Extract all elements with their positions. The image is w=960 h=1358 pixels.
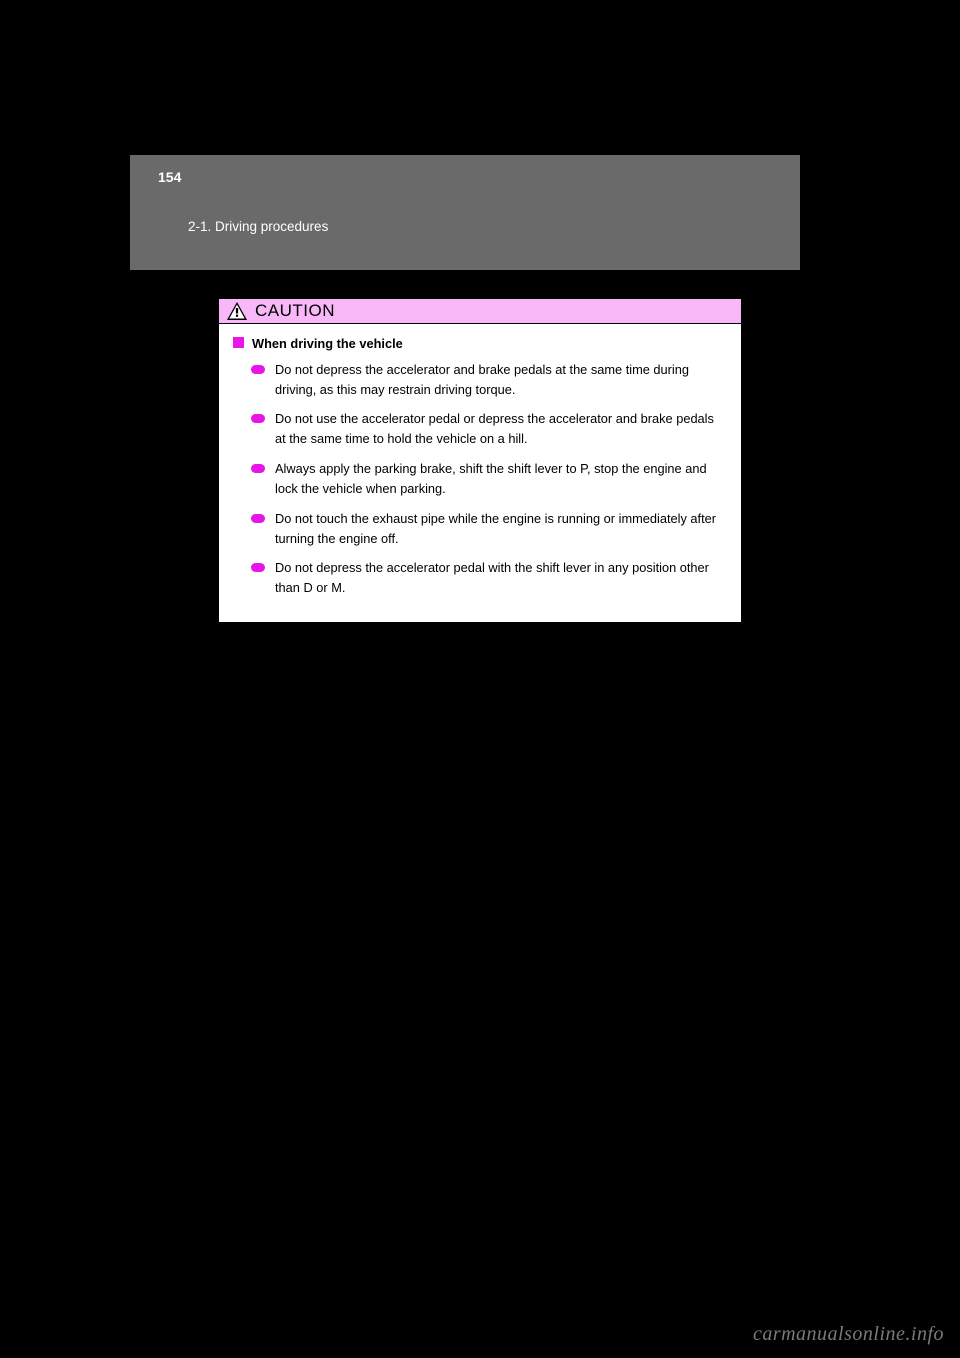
manual-page: 154 2-1. Driving procedures CAUTION <box>130 155 800 637</box>
list-item: Do not touch the exhaust pipe while the … <box>251 509 727 549</box>
caution-label: CAUTION <box>255 301 335 321</box>
list-item: Do not use the accelerator pedal or depr… <box>251 409 727 449</box>
pill-bullet-icon <box>251 514 265 523</box>
pill-bullet-icon <box>251 414 265 423</box>
pill-bullet-icon <box>251 365 265 374</box>
caution-body: When driving the vehicle Do not depress … <box>219 324 741 622</box>
caution-bullet-list: Do not depress the accelerator and brake… <box>233 360 727 598</box>
list-item: Do not depress the accelerator pedal wit… <box>251 558 727 598</box>
pill-bullet-icon <box>251 464 265 473</box>
pill-bullet-icon <box>251 563 265 572</box>
list-item: Do not depress the accelerator and brake… <box>251 360 727 400</box>
bullet-text: Do not use the accelerator pedal or depr… <box>275 409 727 449</box>
page-number: 154 <box>158 169 181 185</box>
caution-topic: When driving the vehicle <box>233 334 727 354</box>
bullet-text: Do not depress the accelerator and brake… <box>275 360 727 400</box>
caution-header: CAUTION <box>219 299 741 324</box>
bullet-text: Do not depress the accelerator pedal wit… <box>275 558 727 598</box>
list-item: Always apply the parking brake, shift th… <box>251 459 727 499</box>
warning-icon <box>227 302 247 320</box>
page-content: CAUTION When driving the vehicle Do not … <box>130 270 800 623</box>
caution-topic-title: When driving the vehicle <box>252 334 403 354</box>
section-title: 2-1. Driving procedures <box>188 219 328 234</box>
square-bullet-icon <box>233 337 244 348</box>
watermark-text: carmanualsonline.info <box>753 1323 944 1346</box>
bullet-text: Always apply the parking brake, shift th… <box>275 459 727 499</box>
page-header: 154 2-1. Driving procedures <box>130 155 800 270</box>
caution-box: CAUTION When driving the vehicle Do not … <box>218 298 742 623</box>
bullet-text: Do not touch the exhaust pipe while the … <box>275 509 727 549</box>
